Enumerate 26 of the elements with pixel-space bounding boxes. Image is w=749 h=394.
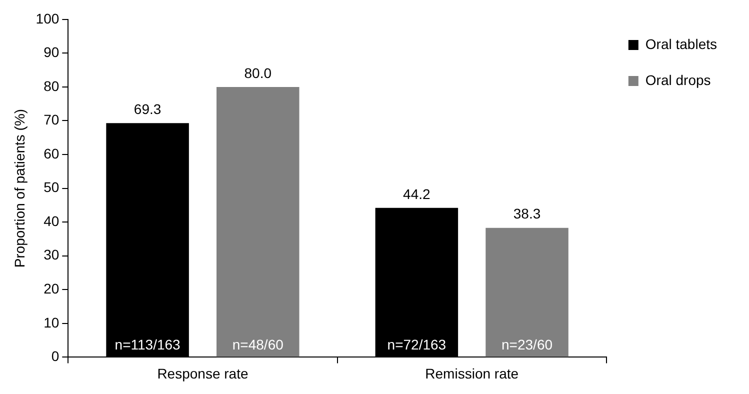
- data-label: 44.2: [403, 186, 431, 202]
- legend-label: Oral tablets: [645, 36, 718, 52]
- data-label: 69.3: [134, 100, 162, 117]
- y-tick-label: 60: [44, 145, 60, 162]
- bar: [486, 228, 568, 357]
- y-tick-label: 50: [44, 179, 60, 196]
- annotation: n=23/60: [502, 336, 553, 353]
- legend-label: Oral drops: [645, 72, 711, 88]
- y-tick-label: 80: [44, 78, 60, 94]
- y-axis-title: Proportion of patients (%): [11, 108, 28, 268]
- y-tick-label: 0: [51, 348, 60, 364]
- y-tick-label: 10: [44, 314, 60, 330]
- y-tick-label: 30: [44, 246, 60, 263]
- x-tick-label: Remission rate: [425, 365, 519, 382]
- annotation: n=72/163: [387, 336, 446, 353]
- y-tick-label: 90: [44, 44, 60, 60]
- y-tick-label: 100: [36, 10, 60, 26]
- data-label: 80.0: [244, 64, 272, 81]
- annotation: n=113/163: [114, 336, 181, 353]
- y-tick-label: 70: [44, 112, 60, 128]
- data-label: 38.3: [513, 206, 541, 222]
- x-tick-label: Response rate: [157, 365, 248, 382]
- annotation: n=48/60: [232, 336, 284, 353]
- y-tick-label: 20: [44, 280, 60, 296]
- bar: [216, 86, 300, 357]
- y-tick-label: 40: [44, 212, 60, 229]
